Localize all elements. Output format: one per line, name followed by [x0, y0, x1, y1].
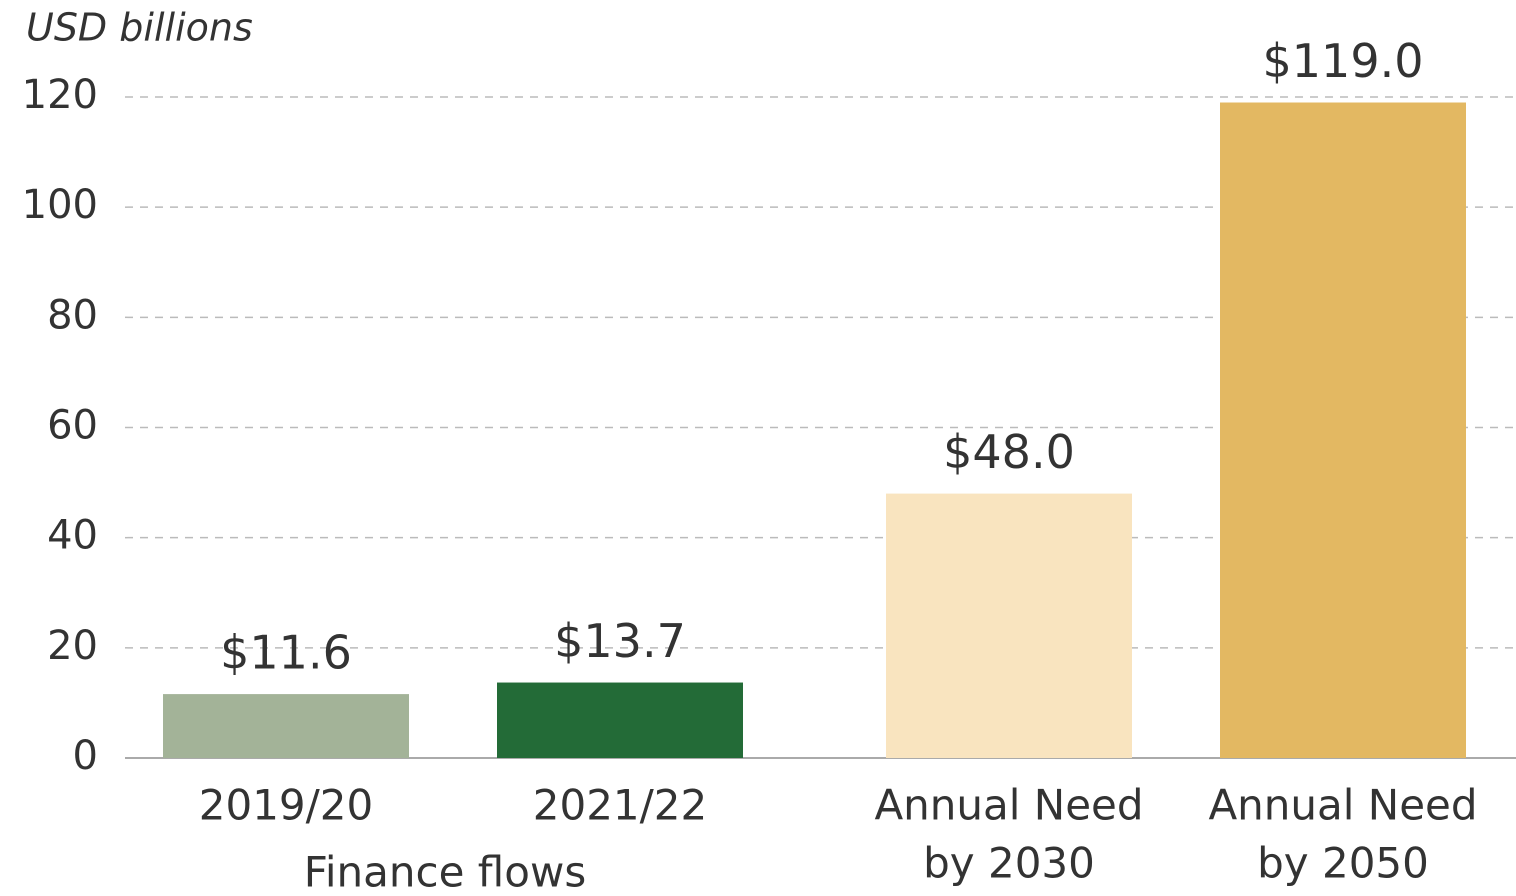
- y-tick-label: 120: [22, 72, 98, 118]
- y-tick-label: 0: [73, 733, 98, 779]
- value-label: $48.0: [943, 425, 1075, 479]
- x-tick-label: 2021/22: [533, 781, 707, 830]
- x-tick-label: 2019/20: [199, 781, 373, 830]
- bar: [1220, 102, 1466, 759]
- y-tick-label: 40: [47, 513, 98, 559]
- value-label: $13.7: [554, 614, 686, 668]
- x-tick-label: Annual Need: [1208, 781, 1477, 830]
- y-tick-label: 60: [47, 403, 98, 449]
- x-tick-label: by 2050: [1257, 839, 1429, 888]
- x-tick-label: Annual Need: [874, 781, 1143, 830]
- y-tick-label: 20: [47, 623, 98, 669]
- group-label: Finance flows: [304, 848, 586, 896]
- y-tick-label: 80: [47, 292, 98, 338]
- y-tick-label: 100: [22, 182, 98, 228]
- bar: [497, 682, 743, 758]
- value-label: $119.0: [1263, 34, 1424, 88]
- x-tick-label: by 2030: [923, 839, 1095, 888]
- value-label: $11.6: [220, 626, 352, 680]
- bar: [886, 493, 1132, 758]
- y-axis-label: USD billions: [26, 6, 253, 50]
- bar: [163, 694, 409, 758]
